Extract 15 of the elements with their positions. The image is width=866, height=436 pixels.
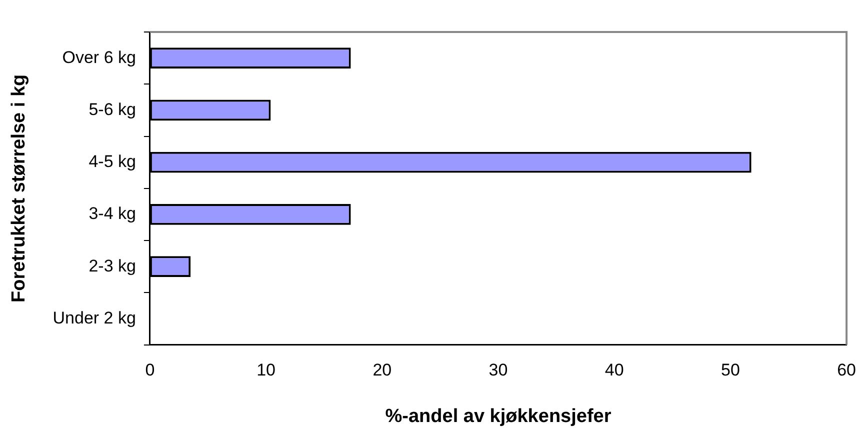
y-tick-label: Under 2 kg bbox=[52, 308, 136, 328]
x-tick-label: 60 bbox=[837, 360, 856, 380]
y-tick-label: 4-5 kg bbox=[88, 152, 136, 172]
x-tick-label: 30 bbox=[488, 360, 508, 380]
x-tick-label: 40 bbox=[604, 360, 624, 380]
y-tick-label: 5-6 kg bbox=[88, 100, 136, 119]
x-axis-title: %-andel av kjøkkensjefer bbox=[385, 406, 612, 427]
y-axis-title: Foretrukket størrelse i kg bbox=[8, 74, 30, 302]
x-tick-label: 0 bbox=[145, 360, 155, 380]
x-tick-label: 10 bbox=[256, 360, 276, 380]
y-tick-label: 3-4 kg bbox=[88, 204, 136, 224]
y-tick-label: 2-3 kg bbox=[88, 256, 136, 276]
x-tick-label: 50 bbox=[720, 360, 740, 380]
x-tick-label: 20 bbox=[372, 360, 392, 380]
y-tick-label: Over 6 kg bbox=[62, 48, 136, 67]
